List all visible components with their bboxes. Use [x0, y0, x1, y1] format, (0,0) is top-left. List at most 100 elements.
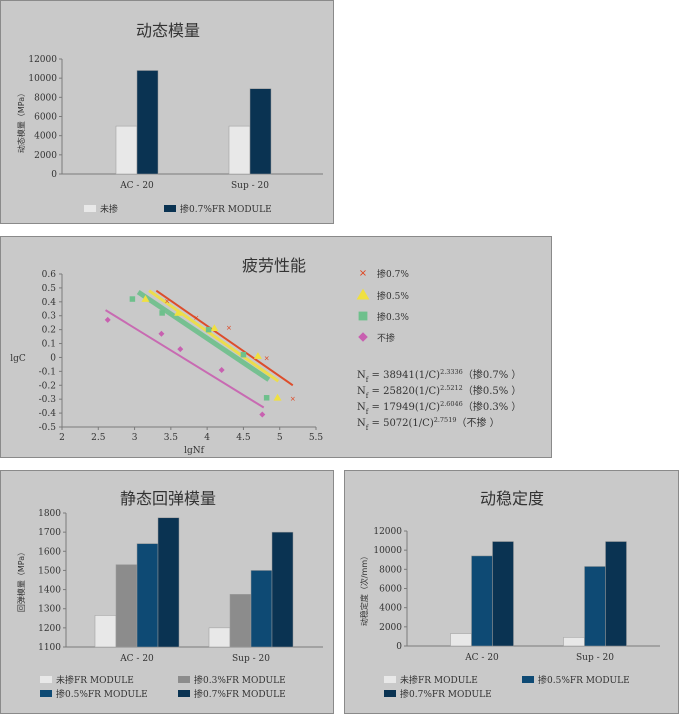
bar: [605, 541, 627, 647]
legend-label: 不掺: [377, 332, 395, 344]
y-tick-label: -0.1: [39, 367, 56, 377]
y-tick-label: 1100: [38, 643, 61, 653]
equation-body: = 25820(1/C): [368, 386, 440, 397]
y-tick-label: 1700: [38, 528, 61, 538]
trend-line: [148, 289, 280, 383]
equation-sub: f: [366, 408, 370, 416]
x-tick-label: AC - 20: [464, 653, 499, 663]
data-point: [358, 311, 368, 321]
data-point: ×: [290, 395, 296, 403]
y-axis-label: lgC: [10, 354, 26, 364]
y-tick-label: 8000: [379, 565, 402, 575]
bar: [471, 555, 493, 647]
dynamic-stability-chart: 动稳定度 动稳定度（次/mm） 0 2000 4000 6000 8000 10000 12…: [359, 489, 660, 700]
y-tick-label: 12000: [28, 55, 57, 65]
y-tick-label: 6000: [34, 113, 57, 123]
bar: [584, 566, 606, 647]
legend-label: 掺0.5%FR MODULE: [538, 674, 630, 686]
data-point: [177, 346, 184, 353]
fatigue-chart: 疲劳性能 lgC lgNf -0.5 -0.4 -0.3 -0.2 -0.1 0 0.1 0.…: [10, 256, 522, 456]
bar: [115, 125, 138, 175]
data-point: [159, 310, 165, 316]
y-tick-label: 1200: [38, 624, 61, 634]
bar: [271, 531, 294, 648]
y-tick-label: 1300: [38, 605, 61, 615]
dynamic-modulus-chart: 动态模量 动态模量（MPa） 0 2000 4000 6000 8000 10000 120…: [16, 21, 323, 215]
x-tick-label: 4.5: [236, 433, 251, 443]
data-point: [129, 296, 136, 302]
equation: Nf = 38941(1/C)2.3336（掺0.7% ）: [357, 368, 521, 384]
x-tick-label: 2: [59, 433, 65, 443]
x-tick-label: 5: [277, 433, 283, 443]
data-point: [141, 295, 150, 302]
x-axis-label: lgNf: [184, 446, 205, 456]
data-point: [205, 326, 212, 333]
data-point: [356, 288, 370, 300]
equation-prefix: N: [357, 402, 366, 413]
y-tick-label: 0.2: [42, 326, 56, 336]
equation-suffix: （掺0.7% ）: [463, 368, 522, 381]
y-tick-label: 12000: [373, 527, 402, 537]
legend-swatch: [384, 676, 396, 683]
legend-swatch: [522, 676, 534, 683]
data-point: [273, 393, 282, 401]
data-point: [210, 324, 219, 332]
y-tick-label: 1800: [38, 509, 61, 519]
y-tick-label: 4000: [34, 132, 57, 142]
x-tick-label: 5.5: [309, 433, 324, 443]
bar: [228, 125, 251, 175]
legend-label: 掺0.5%FR MODULE: [56, 688, 148, 700]
legend-label: 未掺FR MODULE: [56, 674, 134, 686]
bar: [94, 615, 117, 648]
equation-prefix: N: [357, 386, 366, 397]
equation-suffix: （掺0.3% ）: [463, 400, 522, 413]
equation-exp: 2.5212: [440, 384, 463, 392]
y-tick-label: 2000: [34, 151, 57, 161]
static-modulus-panel: 静态回弹模量 回弹模量（MPa） 1100 1200 1300 1400 1500 160…: [0, 470, 334, 714]
legend-label: 掺0.5%: [377, 290, 409, 302]
equation-prefix: N: [357, 370, 366, 381]
legend-swatch: [84, 205, 96, 212]
equation-exp: 2.7519: [434, 416, 457, 424]
y-axis-label: 动稳定度（次/mm）: [359, 552, 369, 626]
legend-swatch: [178, 690, 190, 697]
legend-label: 掺0.7%: [377, 268, 409, 280]
y-tick-label: 1400: [38, 586, 61, 596]
x-tick-label: Sup - 20: [232, 654, 270, 664]
equation-body: = 5072(1/C): [368, 418, 433, 429]
legend-label: 掺0.7%FR MODULE: [400, 688, 492, 700]
bar: [249, 88, 272, 175]
y-tick-label: 6000: [379, 585, 402, 595]
x-tick-label: AC - 20: [119, 654, 154, 664]
x-tick-label: 4: [204, 433, 210, 443]
equation-body: = 17949(1/C): [368, 402, 440, 413]
legend-label: 掺0.7%FR MODULE: [180, 203, 272, 215]
data-point: ×: [193, 314, 199, 322]
equation-prefix: N: [357, 418, 366, 429]
y-tick-label: 1500: [38, 566, 61, 576]
data-point: [263, 395, 270, 401]
equation-body: = 38941(1/C): [368, 370, 440, 381]
data-point: [104, 316, 111, 323]
bar: [157, 517, 180, 648]
y-tick-label: -0.5: [39, 423, 57, 433]
equation-suffix: （掺0.5% ）: [463, 384, 522, 397]
equation: Nf = 25820(1/C)2.5212（掺0.5% ）: [357, 384, 521, 400]
chart-title: 静态回弹模量: [120, 489, 216, 508]
y-tick-label: 0: [51, 170, 57, 180]
bar: [136, 70, 159, 175]
bar: [250, 570, 273, 648]
y-tick-label: 8000: [34, 93, 57, 103]
data-point: ×: [226, 324, 232, 332]
x-tick-label: 3.5: [164, 433, 179, 443]
dynamic-modulus-panel: 动态模量 动态模量（MPa） 0 2000 4000 6000 8000 10000 120…: [0, 0, 334, 224]
chart-title: 动稳定度: [480, 489, 544, 508]
legend-label: 未掺FR MODULE: [400, 674, 478, 686]
y-tick-label: -0.2: [39, 381, 56, 391]
bar: [115, 564, 138, 648]
bar: [492, 541, 514, 647]
y-tick-label: 0.6: [42, 270, 57, 280]
data-point: ×: [359, 268, 367, 279]
legend-label: 掺0.3%: [377, 311, 409, 323]
legend-label: 未掺: [100, 203, 118, 215]
